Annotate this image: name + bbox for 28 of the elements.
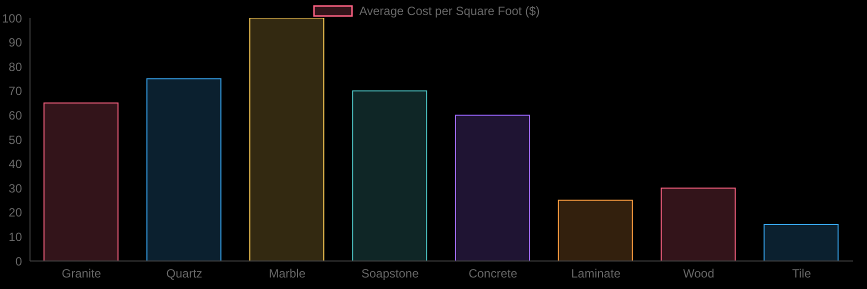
bar [44,102,118,261]
y-tick-label: 90 [8,36,22,50]
x-tick-label: Wood [683,266,714,281]
x-tick-label: Tile [792,266,812,281]
y-tick-label: 100 [2,11,22,26]
x-tick-label: Concrete [468,266,518,281]
y-tick-label: 40 [8,157,22,172]
y-tick-label: 80 [8,60,22,74]
bar [146,78,222,261]
y-tick-label: 50 [8,132,22,147]
y-tick-label: 60 [8,108,22,122]
legend-label: Average Cost per Square Foot ($) [359,4,540,18]
y-tick-label: 70 [8,84,22,98]
bar [558,200,633,261]
x-tick-label: Laminate [571,266,621,281]
bar [352,90,428,261]
x-tick-label: Soapstone [361,266,420,281]
y-tick-label: 10 [8,230,22,244]
bar [660,188,736,261]
y-tick-label: 20 [8,206,22,220]
y-tick-label: 0 [15,254,22,268]
bar [764,224,839,261]
x-tick-label: Quartz [166,266,202,281]
y-tick-label: 30 [8,181,22,196]
x-tick-label: Marble [268,266,306,281]
bar [455,114,530,261]
bar [249,18,324,261]
x-tick-label: Granite [62,266,102,281]
